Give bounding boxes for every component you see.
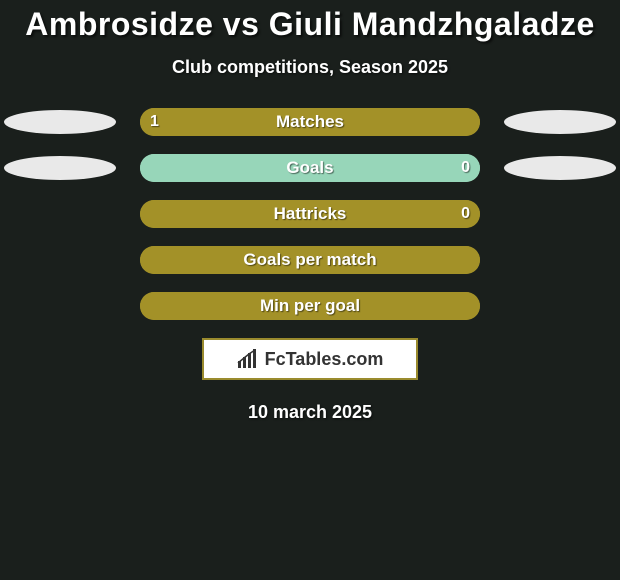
stat-row: Hattricks0 <box>0 200 620 228</box>
page-subtitle: Club competitions, Season 2025 <box>0 57 620 78</box>
stat-bar: Matches1 <box>140 108 480 136</box>
brand-badge[interactable]: FcTables.com <box>202 338 418 380</box>
chart-icon <box>237 349 259 369</box>
player-right-badge <box>504 110 616 134</box>
stat-bar: Goals per match <box>140 246 480 274</box>
stat-bar-left-fill <box>140 292 480 320</box>
stat-bar-left-fill <box>140 200 480 228</box>
stat-bar-left-fill <box>140 246 480 274</box>
brand-text: FcTables.com <box>265 349 384 370</box>
stat-row: Goals0 <box>0 154 620 182</box>
player-right-badge <box>504 156 616 180</box>
stat-row: Min per goal <box>0 292 620 320</box>
stat-bar: Hattricks0 <box>140 200 480 228</box>
stat-row: Matches1 <box>0 108 620 136</box>
stat-rows: Matches1 Goals0 Hattricks0 Goals per match M… <box>0 108 620 320</box>
stat-bar-right-fill <box>140 154 480 182</box>
comparison-card: Ambrosidze vs Giuli Mandzhgaladze Club c… <box>0 0 620 423</box>
footer-date: 10 march 2025 <box>0 402 620 423</box>
stat-row: Goals per match <box>0 246 620 274</box>
stat-bar: Goals0 <box>140 154 480 182</box>
player-left-badge <box>4 156 116 180</box>
stat-bar-left-fill <box>140 108 480 136</box>
stat-bar: Min per goal <box>140 292 480 320</box>
player-left-badge <box>4 110 116 134</box>
page-title: Ambrosidze vs Giuli Mandzhgaladze <box>0 6 620 43</box>
